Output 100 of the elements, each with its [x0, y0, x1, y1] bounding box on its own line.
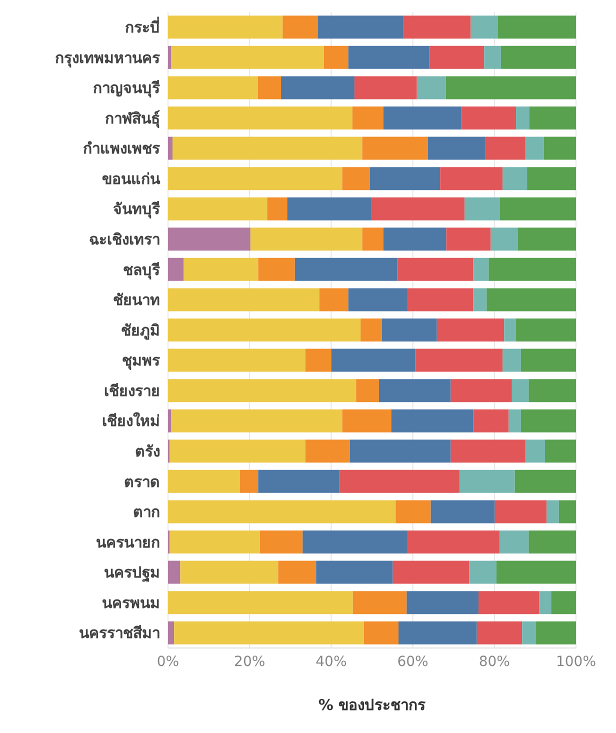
bar [514, 470, 576, 493]
bar [473, 409, 509, 432]
y-tick-label: ตาก [133, 503, 160, 522]
bar [522, 621, 536, 644]
bar [260, 530, 303, 554]
bar [440, 167, 503, 190]
x-tick-label: 20% [234, 654, 266, 670]
bar [461, 106, 516, 130]
bar [354, 76, 417, 100]
bar [450, 379, 512, 402]
bar [339, 470, 460, 493]
y-tick-label: จันทบุรี [113, 200, 161, 220]
bar [287, 197, 372, 220]
bar [240, 470, 258, 493]
bar [168, 621, 174, 644]
bar [529, 106, 576, 130]
y-tick-label: กาญจนบุรี [93, 79, 161, 98]
bar [316, 560, 393, 584]
bar [378, 379, 451, 402]
bar [536, 621, 576, 644]
bar [527, 167, 576, 190]
y-tick-label: ฉะเชิงเทรา [89, 230, 160, 248]
bar [168, 560, 180, 584]
bar [168, 228, 250, 251]
bar [318, 16, 404, 39]
bar [516, 318, 576, 342]
bar [383, 228, 446, 251]
bar [168, 288, 320, 312]
bar [250, 228, 362, 251]
bar [502, 167, 528, 190]
bar [516, 106, 530, 130]
bar [544, 136, 576, 160]
bar [168, 197, 268, 220]
bar [469, 560, 496, 584]
bar [396, 500, 431, 524]
bar [546, 500, 559, 524]
bar [430, 500, 495, 524]
bar [170, 530, 260, 554]
bar [294, 258, 398, 281]
bar [490, 228, 518, 251]
bar [168, 379, 356, 402]
y-tick-label: นครนายก [96, 533, 160, 552]
y-tick-label: ขอนแก่น [102, 170, 161, 188]
bar [168, 16, 283, 39]
y-tick-label: กำแพงเพชร [83, 140, 161, 158]
bar [168, 76, 258, 100]
y-tick-label: ตราด [124, 472, 160, 491]
bar [350, 440, 451, 463]
bar [170, 440, 306, 463]
bar [302, 530, 408, 554]
bar [544, 440, 576, 463]
bar [415, 348, 503, 372]
bar [397, 258, 474, 281]
bar [168, 591, 353, 614]
bar [331, 348, 416, 372]
bar [518, 228, 576, 251]
bar [364, 621, 399, 644]
x-tick-label: 100% [556, 654, 596, 670]
bar [342, 409, 392, 432]
bar [171, 409, 342, 432]
bar [496, 560, 576, 584]
y-tick-label: ตรัง [135, 442, 160, 460]
bar [370, 167, 440, 190]
bar [168, 106, 352, 130]
bar [473, 288, 487, 312]
bar [436, 318, 504, 342]
bar [278, 560, 316, 584]
bar [168, 409, 172, 432]
bar [348, 46, 430, 69]
bar [324, 46, 348, 69]
bar [486, 136, 526, 160]
bar [408, 530, 500, 554]
bar [180, 560, 278, 584]
bar [282, 16, 318, 39]
bar [360, 318, 382, 342]
bar [362, 136, 428, 160]
x-axis-title: % ของประชากร [318, 696, 427, 714]
bar [171, 46, 324, 69]
bar [470, 16, 498, 39]
bar [473, 258, 489, 281]
bar [352, 591, 407, 614]
bar [258, 76, 282, 100]
bar [382, 318, 437, 342]
bar [406, 591, 478, 614]
bar [450, 440, 526, 463]
bar [508, 409, 521, 432]
y-tick-label: ชัยนาท [113, 291, 160, 310]
bar [403, 16, 471, 39]
bar [168, 136, 172, 160]
bar [348, 288, 408, 312]
bar [494, 500, 547, 524]
y-tick-label: กาฬสินธุ์ [105, 109, 160, 128]
bar [476, 621, 522, 644]
bar [372, 197, 465, 220]
bar [498, 16, 576, 39]
bar [258, 470, 340, 493]
bar [520, 348, 576, 372]
bar [392, 560, 470, 584]
bar [558, 500, 576, 524]
y-tick-label: กระบี่ [125, 16, 160, 36]
